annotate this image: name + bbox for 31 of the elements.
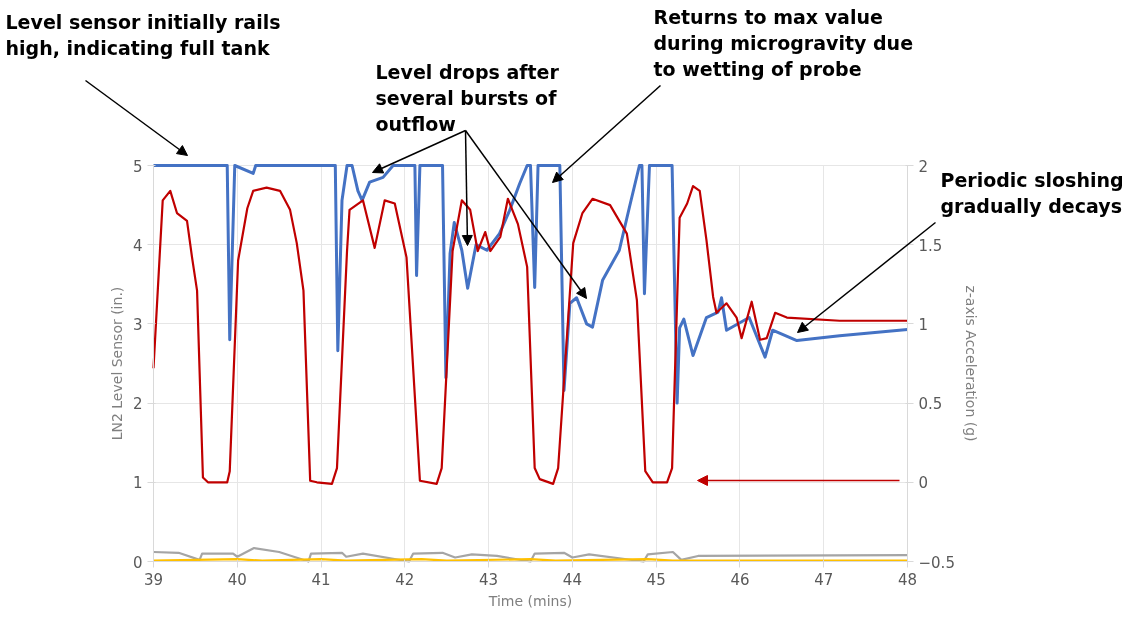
x-tick-label: 48	[897, 570, 918, 589]
text: Level sensor initially rails high, indicating full tank	[5, 10, 281, 59]
x-tick-label: 43	[479, 570, 499, 589]
y2-tick-label: −0.5	[918, 553, 955, 572]
line-series	[152, 184, 909, 485]
y-tick-label: 5	[132, 157, 143, 176]
x-axis-title: Time (mins)	[487, 592, 573, 609]
y2-tick-label: 0.5	[918, 395, 943, 414]
x-tick-label: 46	[730, 570, 750, 589]
y-tick-label: 0	[132, 553, 143, 572]
x-tick-label: 44	[562, 570, 582, 589]
y2-tick-label: 1.5	[918, 236, 943, 255]
text: Periodic sloshing gradually decays	[940, 168, 1124, 217]
x-tick-label: 45	[646, 570, 666, 589]
text: Returns to max value during microgravity due to wetting of probe	[653, 5, 914, 81]
x-tick-label: 40	[227, 570, 247, 589]
x-tick-label: 39	[143, 570, 164, 589]
y2-tick-label: 1	[918, 315, 929, 334]
y-axis-title: LN2 Level Sensor (in.)	[108, 286, 125, 441]
line-series	[152, 164, 909, 405]
y-tick-label: 4	[132, 236, 143, 255]
x-tick-label: 42	[395, 570, 415, 589]
x-tick-label: 47	[814, 570, 834, 589]
y-tick-label: 1	[132, 474, 143, 493]
y2-axis-title: z-axis Acceleration (g)	[962, 285, 979, 442]
x-tick-label: 41	[311, 570, 331, 589]
y2-tick-label: 0	[918, 474, 929, 493]
y2-tick-label: 2	[918, 157, 929, 176]
y-tick-label: 3	[132, 315, 143, 334]
y-tick-label: 2	[132, 395, 143, 414]
text: Level drops after several bursts of outflow	[375, 60, 560, 136]
